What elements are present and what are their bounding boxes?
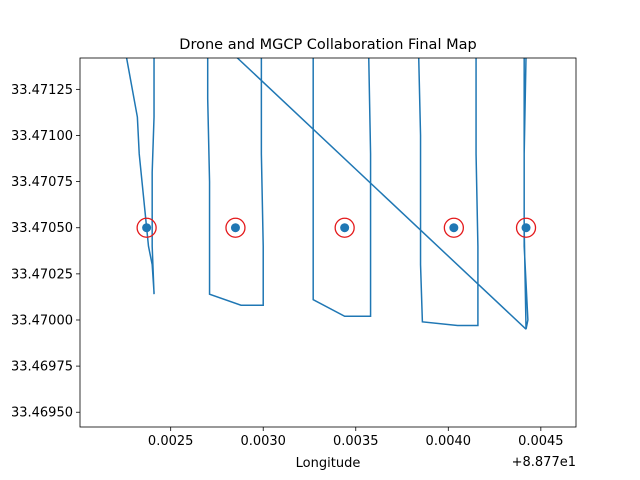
mgcp-circle-4 bbox=[515, 217, 537, 238]
mgcp-circle-0 bbox=[136, 217, 157, 238]
mgcp-point-0 bbox=[142, 223, 152, 233]
y-tick-label-1: 33.46975 bbox=[11, 360, 73, 375]
mgcp-circle-1 bbox=[225, 217, 246, 238]
y-tick-label-7: 33.47125 bbox=[11, 83, 73, 98]
x-axis-offset-label: +8.877e1 bbox=[512, 455, 576, 470]
plot-area bbox=[80, 58, 576, 427]
mgcp-point-1 bbox=[230, 223, 240, 233]
flight-path-0 bbox=[125, 58, 155, 295]
flight-path-2 bbox=[312, 58, 372, 318]
y-tick-label-5: 33.47075 bbox=[11, 175, 73, 190]
mgcp-point-3 bbox=[449, 223, 459, 233]
y-tick-label-0: 33.46950 bbox=[11, 406, 73, 421]
mgcp-point-2 bbox=[340, 223, 350, 233]
mgcp-circle-3 bbox=[443, 217, 465, 238]
flight-path-1 bbox=[206, 58, 264, 306]
y-tick-label-4: 33.47050 bbox=[11, 221, 73, 236]
y-tick-label-3: 33.47025 bbox=[11, 267, 73, 282]
y-tick-label-2: 33.47000 bbox=[11, 313, 73, 328]
x-axis-label: Longitude bbox=[296, 456, 361, 471]
x-tick-label-3: 0.0040 bbox=[426, 434, 472, 449]
y-ticks: 33.46950 33.46975 33.47000 33.47025 33.47050… bbox=[11, 83, 80, 421]
x-tick-label-4: 0.0045 bbox=[518, 434, 564, 449]
chart-title: Drone and MGCP Collaboration Final Map bbox=[179, 37, 476, 53]
x-tick-label-1: 0.0030 bbox=[240, 434, 286, 449]
x-tick-label-0: 0.0025 bbox=[148, 434, 194, 449]
x-tick-label-2: 0.0035 bbox=[333, 434, 379, 449]
chart-marks bbox=[125, 58, 537, 330]
plot-frame bbox=[79, 57, 577, 428]
x-ticks: 0.0025 0.0030 0.0035 0.0040 0.0045 bbox=[148, 427, 564, 449]
flight-path-5 bbox=[236, 58, 527, 330]
mgcp-point-4 bbox=[521, 223, 531, 233]
y-tick-label-6: 33.47100 bbox=[11, 129, 73, 144]
mgcp-circle-2 bbox=[334, 217, 355, 238]
flight-path-3 bbox=[417, 58, 479, 327]
